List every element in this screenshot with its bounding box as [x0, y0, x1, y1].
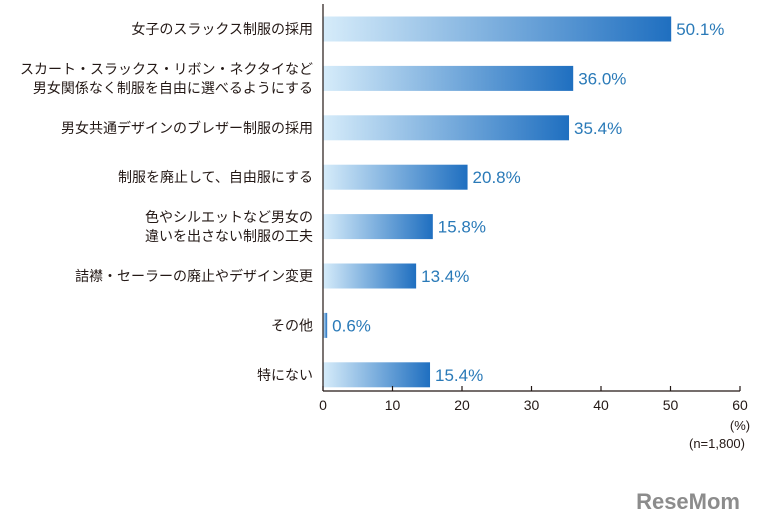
- value-label-0: 50.1%: [676, 20, 724, 39]
- unit-label: (%): [730, 418, 750, 433]
- category-label-7: 特にない: [257, 368, 313, 384]
- value-label-4: 15.8%: [438, 218, 486, 237]
- bar-5: [323, 263, 417, 289]
- value-label-1: 36.0%: [578, 69, 626, 88]
- bar-4: [323, 214, 433, 240]
- x-tick-label-1: 10: [385, 397, 401, 413]
- x-axis: 0 10 20 30 40 50 60: [319, 4, 748, 413]
- bar-2: [323, 115, 570, 141]
- bars-group: [323, 16, 672, 388]
- category-label-3: 制服を廃止して、自由服にする: [118, 169, 313, 186]
- value-label-6: 0.6%: [332, 316, 371, 335]
- category-label-0: 女子のスラックス制服の採用: [131, 21, 313, 38]
- x-tick-label-5: 50: [663, 397, 679, 413]
- value-label-3: 20.8%: [473, 168, 521, 187]
- x-tick-label-3: 30: [524, 397, 540, 413]
- category-labels-group: 女子のスラックス制服の採用スカート・スラックス・リボン・ネクタイなど男女関係なく…: [20, 21, 313, 384]
- value-label-5: 13.4%: [421, 267, 469, 286]
- value-labels-group: 50.1% 36.0% 35.4% 20.8% 15.8% 13.4% 0.6% 15.4%: [332, 20, 724, 385]
- x-tick-label-0: 0: [319, 397, 327, 413]
- category-label-5: 詰襟・セーラーの廃止やデザイン変更: [75, 268, 313, 285]
- bar-0: [323, 16, 672, 42]
- bar-6: [323, 312, 328, 338]
- value-label-7: 15.4%: [435, 366, 483, 385]
- category-label-1: スカート・スラックス・リボン・ネクタイなど男女関係なく制服を自由に選べるようにす…: [20, 62, 313, 97]
- category-label-4: 色やシルエットなど男女の違いを出さない制服の工夫: [145, 209, 313, 245]
- x-tick-label-2: 20: [454, 397, 470, 413]
- category-label-6: その他: [271, 318, 313, 334]
- bar-1: [323, 65, 574, 91]
- category-label-2: 男女共通デザインのブレザー制服の採用: [61, 120, 313, 137]
- x-tick-label-6: 60: [732, 397, 748, 413]
- bar-3: [323, 164, 468, 190]
- resemom-logo: ReseMom: [636, 489, 740, 514]
- x-tick-label-4: 40: [593, 397, 609, 413]
- bar-7: [323, 362, 431, 388]
- sample-size-note: (n=1,800): [689, 436, 745, 451]
- value-label-2: 35.4%: [574, 119, 622, 138]
